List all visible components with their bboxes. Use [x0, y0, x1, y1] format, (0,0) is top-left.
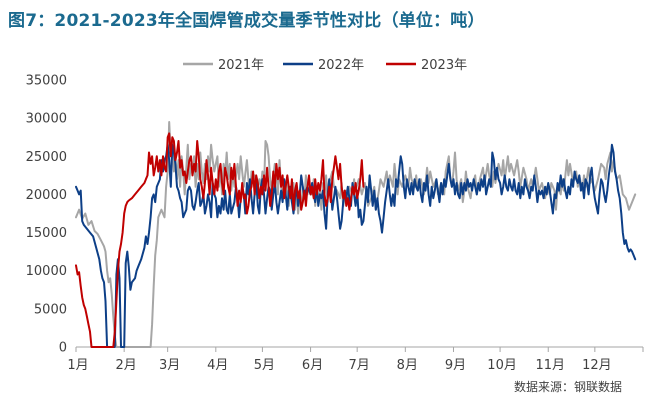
- x-tick-label: 2月: [116, 358, 137, 373]
- y-tick-label: 20000: [26, 188, 67, 203]
- x-tick-label: 9月: [445, 358, 466, 373]
- source-note: 数据来源：钢联数据: [514, 379, 622, 394]
- x-tick-label: 7月: [349, 358, 370, 373]
- y-tick-label: 30000: [26, 112, 67, 127]
- x-tick-label: 1月: [67, 358, 88, 373]
- series-line-2022年: [75, 143, 637, 348]
- x-tick-label: 8月: [397, 358, 418, 373]
- x-axis: 1月 2月 3月 4月 5月 6月 7月 8月 9月 10月 11月 12月: [67, 346, 644, 373]
- chart-legend: 2021年 2022年 2023年: [183, 58, 467, 73]
- chart-series: [75, 121, 637, 348]
- series-line-2021年: [75, 121, 637, 348]
- x-tick-label: 10月: [487, 358, 517, 373]
- series-line-2023年: [75, 132, 365, 348]
- y-tick-label: 35000: [26, 74, 67, 89]
- legend-label: 2022年: [318, 58, 364, 73]
- y-tick-label: 25000: [26, 150, 67, 165]
- page-title: 图7：2021-2023年全国焊管成交量季节性对比（单位：吨）: [8, 11, 485, 31]
- x-tick-label: 11月: [535, 358, 565, 373]
- y-tick-label: 15000: [26, 226, 67, 241]
- x-tick-label: 12月: [582, 358, 612, 373]
- x-tick-label: 3月: [159, 358, 180, 373]
- legend-label: 2023年: [421, 58, 467, 73]
- y-axis: 0 5000 10000 15000 20000 25000 30000 35000: [26, 74, 67, 356]
- y-tick-label: 10000: [26, 264, 67, 279]
- x-tick-label: 4月: [207, 358, 228, 373]
- x-tick-label: 6月: [302, 358, 323, 373]
- x-tick-label: 5月: [254, 358, 275, 373]
- y-tick-label: 5000: [34, 302, 67, 317]
- legend-label: 2021年: [218, 58, 264, 73]
- y-tick-label: 0: [59, 341, 67, 356]
